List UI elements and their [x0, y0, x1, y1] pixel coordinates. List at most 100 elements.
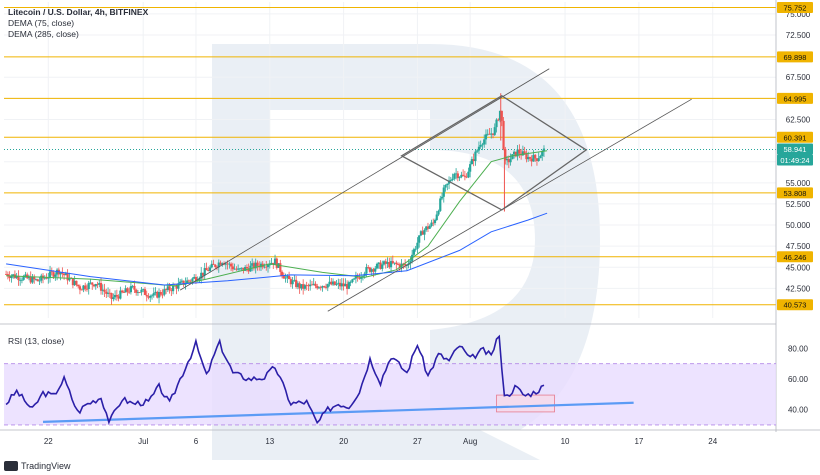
time-axis[interactable]: 22 Jul 6 13 20 27 Aug 10 17 24	[44, 437, 718, 446]
candle-body[interactable]	[456, 173, 459, 179]
candle-body[interactable]	[8, 276, 11, 279]
candle-body[interactable]	[404, 263, 407, 266]
candle-body[interactable]	[237, 268, 240, 270]
candle-body[interactable]	[259, 263, 263, 268]
candle-body[interactable]	[351, 279, 354, 283]
candle-body[interactable]	[103, 289, 106, 292]
candle-body[interactable]	[85, 288, 89, 290]
candle-body[interactable]	[535, 158, 539, 161]
candle-body[interactable]	[367, 267, 370, 268]
candle-body[interactable]	[106, 292, 110, 294]
candle-body[interactable]	[19, 279, 22, 281]
candle-body[interactable]	[143, 289, 147, 295]
candle-body[interactable]	[55, 269, 59, 275]
candle-body[interactable]	[379, 262, 382, 269]
candle-body[interactable]	[17, 275, 20, 281]
candle-body[interactable]	[462, 174, 465, 176]
candle-body[interactable]	[63, 273, 66, 276]
candle-body[interactable]	[388, 262, 391, 268]
candle-body[interactable]	[368, 267, 372, 272]
candle-body[interactable]	[361, 276, 365, 277]
candle-body[interactable]	[24, 274, 27, 277]
candle-body[interactable]	[296, 283, 299, 287]
candle-body[interactable]	[530, 158, 533, 162]
candle-body[interactable]	[80, 289, 83, 291]
candle-body[interactable]	[312, 283, 315, 285]
candle-body[interactable]	[10, 275, 13, 279]
candle-body[interactable]	[396, 264, 400, 265]
candle-body[interactable]	[435, 214, 438, 221]
candle-body[interactable]	[340, 283, 343, 287]
candle-body[interactable]	[532, 154, 535, 162]
candle-body[interactable]	[110, 293, 113, 300]
candle-body[interactable]	[516, 149, 519, 157]
candle-body[interactable]	[539, 155, 542, 159]
candle-body[interactable]	[94, 284, 97, 287]
candle-body[interactable]	[240, 267, 243, 269]
candle-body[interactable]	[507, 159, 510, 163]
candle-body[interactable]	[133, 285, 136, 290]
candle-body[interactable]	[73, 280, 76, 286]
candle-body[interactable]	[59, 272, 62, 275]
candle-body[interactable]	[214, 264, 217, 267]
candle-body[interactable]	[66, 273, 69, 281]
candle-body[interactable]	[419, 231, 423, 236]
diamond-pattern[interactable]	[400, 95, 588, 211]
candle-body[interactable]	[175, 285, 178, 289]
candle-body[interactable]	[527, 157, 530, 160]
candle-body[interactable]	[149, 295, 152, 298]
candle-body[interactable]	[205, 268, 208, 271]
candle-body[interactable]	[437, 210, 440, 215]
candle-body[interactable]	[414, 248, 417, 250]
candle-body[interactable]	[534, 154, 537, 159]
candle-body[interactable]	[493, 127, 496, 135]
candle-body[interactable]	[523, 151, 526, 154]
candle-body[interactable]	[451, 178, 454, 181]
candle-body[interactable]	[372, 269, 375, 272]
candle-body[interactable]	[38, 280, 41, 282]
candle-body[interactable]	[486, 133, 489, 135]
candle-body[interactable]	[389, 261, 393, 268]
candle-body[interactable]	[353, 278, 356, 280]
candle-body[interactable]	[331, 281, 335, 285]
candle-body[interactable]	[282, 275, 285, 279]
candle-body[interactable]	[377, 262, 380, 264]
candle-body[interactable]	[186, 280, 189, 284]
candle-body[interactable]	[291, 280, 294, 285]
candle-body[interactable]	[140, 289, 143, 293]
candle-body[interactable]	[256, 262, 259, 266]
candle-body[interactable]	[498, 110, 502, 121]
candle-body[interactable]	[228, 263, 231, 265]
candle-body[interactable]	[386, 262, 389, 264]
candle-body[interactable]	[189, 280, 192, 282]
candle-body[interactable]	[344, 284, 347, 287]
candle-body[interactable]	[129, 286, 133, 293]
candle-body[interactable]	[224, 263, 227, 265]
candle-body[interactable]	[279, 263, 282, 272]
candle-body[interactable]	[89, 282, 92, 284]
candle-body[interactable]	[465, 176, 468, 178]
candle-body[interactable]	[514, 151, 517, 157]
candle-body[interactable]	[326, 284, 329, 288]
candle-body[interactable]	[428, 225, 431, 229]
candle-body[interactable]	[469, 164, 472, 172]
candle-body[interactable]	[50, 271, 53, 273]
candle-body[interactable]	[200, 272, 203, 279]
candle-body[interactable]	[92, 284, 96, 287]
candle-body[interactable]	[395, 262, 398, 265]
candle-body[interactable]	[477, 146, 481, 151]
candle-body[interactable]	[298, 283, 301, 289]
candle-body[interactable]	[330, 281, 333, 285]
candle-body[interactable]	[470, 159, 474, 165]
candle-body[interactable]	[119, 290, 122, 299]
candle-body[interactable]	[194, 276, 198, 282]
candle-body[interactable]	[432, 222, 435, 224]
candle-body[interactable]	[504, 149, 507, 161]
candle-body[interactable]	[440, 196, 444, 199]
candle-body[interactable]	[314, 283, 317, 287]
candle-body[interactable]	[161, 294, 164, 296]
candle-body[interactable]	[191, 278, 194, 282]
candle-body[interactable]	[201, 272, 205, 276]
candle-body[interactable]	[454, 173, 458, 175]
candle-body[interactable]	[45, 277, 48, 279]
